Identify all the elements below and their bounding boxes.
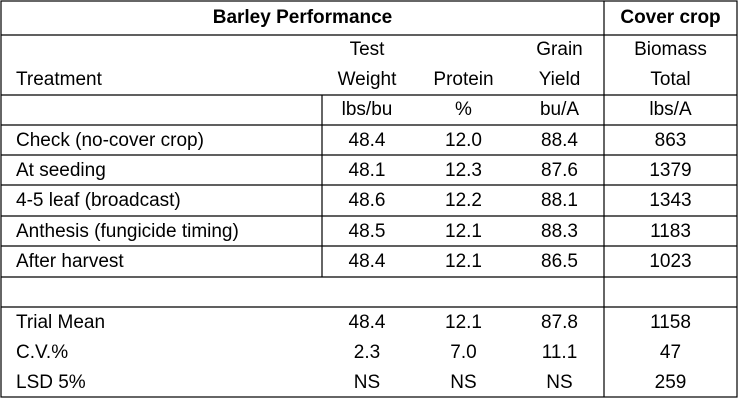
row-label: Trial Mean (16, 312, 106, 333)
column-header: Yield (538, 69, 581, 90)
cell-value: 48.6 (348, 190, 386, 211)
cell-value: 1379 (649, 160, 692, 181)
cell-value: 1183 (650, 221, 691, 242)
cell-value: 12.1 (445, 221, 482, 242)
cell-value: 88.3 (541, 221, 578, 242)
column-header: Protein (433, 69, 494, 90)
unit-label: lbs/A (649, 99, 692, 120)
cell-value: 1023 (649, 251, 692, 272)
cell-value: 86.5 (541, 251, 578, 272)
column-header: Treatment (16, 69, 102, 90)
cell-value: NS (450, 372, 477, 393)
group-header: Cover crop (620, 7, 721, 28)
cell-value: 88.1 (541, 190, 578, 211)
row-label: C.V.% (16, 342, 69, 363)
cell-value: 48.1 (348, 160, 386, 181)
cell-value: 87.8 (541, 312, 578, 333)
cell-value: 7.0 (450, 342, 477, 363)
cell-value: 12.1 (445, 312, 482, 333)
cell-value: 863 (654, 130, 687, 151)
row-label: Anthesis (fungicide timing) (16, 221, 239, 242)
cell-value: 47 (659, 342, 682, 363)
cell-value: 1343 (649, 190, 692, 211)
row-label: At seeding (16, 160, 106, 181)
unit-label: lbs/bu (341, 99, 393, 120)
unit-label: % (455, 99, 472, 120)
cell-value: 88.4 (541, 130, 578, 151)
cell-value: 48.4 (348, 251, 386, 272)
column-header: Weight (337, 69, 397, 90)
column-header: Total (650, 69, 691, 90)
cell-value: 259 (654, 372, 687, 393)
column-header: Test (349, 39, 385, 60)
cell-value: 12.2 (445, 190, 482, 211)
cell-value: 12.0 (445, 130, 482, 151)
cell-value: 48.4 (348, 130, 386, 151)
cell-value: 11.1 (541, 342, 578, 363)
group-header: Barley Performance (212, 7, 393, 28)
cell-value: 87.6 (541, 160, 578, 181)
row-label: LSD 5% (16, 372, 86, 393)
cell-value: NS (353, 372, 381, 393)
cell-value: 1158 (650, 312, 691, 333)
cell-value: 12.3 (445, 160, 482, 181)
cell-value: 2.3 (353, 342, 381, 363)
column-header: Grain (536, 39, 583, 60)
column-header: Biomass (634, 39, 707, 60)
row-label: After harvest (16, 251, 124, 272)
cell-value: 48.5 (348, 221, 386, 242)
cell-value: 12.1 (445, 251, 482, 272)
row-label: 4-5 leaf (broadcast) (16, 190, 181, 211)
cell-value: 48.4 (348, 312, 386, 333)
cell-value: NS (546, 372, 573, 393)
row-label: Check (no-cover crop) (16, 130, 204, 151)
unit-label: bu/A (539, 99, 580, 120)
